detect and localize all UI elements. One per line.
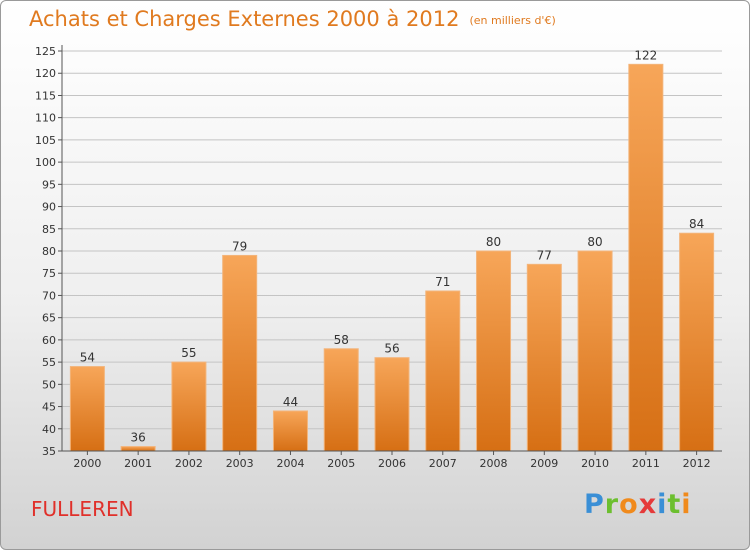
- x-tick-label: 2006: [378, 457, 406, 470]
- bar-2007: [425, 290, 461, 452]
- bar-2012: [679, 232, 715, 452]
- bar-2004: [272, 410, 308, 452]
- data-label: 36: [131, 431, 146, 445]
- bar-2003: [222, 254, 258, 452]
- bar-2000: [69, 366, 105, 452]
- brand-letter: i: [657, 489, 668, 520]
- y-tick-label: 120: [35, 67, 56, 80]
- data-label: 56: [384, 342, 399, 356]
- data-label: 84: [689, 217, 704, 231]
- x-tick-label: 2007: [429, 457, 457, 470]
- bar-2006: [374, 357, 410, 452]
- brand-letter: t: [667, 489, 682, 520]
- y-tick-label: 85: [42, 223, 56, 236]
- x-tick-label: 2012: [683, 457, 711, 470]
- bar-2008: [476, 250, 512, 452]
- y-tick-label: 90: [42, 201, 56, 214]
- proxiti-logo: Proxiti: [584, 489, 692, 520]
- brand-letter: x: [638, 489, 658, 520]
- bar-2009: [526, 263, 562, 452]
- x-tick-label: 2010: [581, 457, 609, 470]
- y-tick-label: 115: [35, 89, 56, 102]
- data-label: 80: [486, 235, 501, 249]
- y-tick-label: 45: [42, 401, 56, 414]
- y-tick-label: 70: [42, 289, 56, 302]
- data-label: 54: [80, 351, 95, 365]
- y-tick-label: 80: [42, 245, 56, 258]
- x-tick-label: 2004: [276, 457, 304, 470]
- data-label: 80: [587, 235, 602, 249]
- y-tick-label: 105: [35, 134, 56, 147]
- y-tick-label: 55: [42, 356, 56, 369]
- x-tick-label: 2005: [327, 457, 355, 470]
- y-tick-label: 125: [35, 45, 56, 58]
- y-tick-label: 95: [42, 178, 56, 191]
- chart-title: Achats et Charges Externes 2000 à 2012: [29, 7, 460, 31]
- brand-letter: P: [584, 489, 605, 520]
- x-tick-label: 2002: [175, 457, 203, 470]
- x-tick-label: 2003: [226, 457, 254, 470]
- data-label: 79: [232, 239, 247, 253]
- bar-2010: [577, 250, 613, 452]
- y-tick-label: 35: [42, 445, 56, 458]
- x-tick-label: 2009: [530, 457, 558, 470]
- x-tick-label: 2011: [632, 457, 660, 470]
- brand-letter: r: [604, 489, 620, 520]
- x-tick-label: 2000: [73, 457, 101, 470]
- x-tick-label: 2008: [480, 457, 508, 470]
- y-tick-label: 40: [42, 423, 56, 436]
- y-tick-label: 110: [35, 112, 56, 125]
- data-label: 122: [634, 48, 657, 62]
- data-label: 71: [435, 275, 450, 289]
- commune-name: FULLEREN: [31, 497, 134, 521]
- data-label: 58: [334, 333, 349, 347]
- x-tick-label: 2001: [124, 457, 152, 470]
- bar-2005: [323, 348, 359, 452]
- y-tick-label: 50: [42, 378, 56, 391]
- y-tick-label: 60: [42, 334, 56, 347]
- y-tick-label: 65: [42, 312, 56, 325]
- data-label: 55: [181, 346, 196, 360]
- data-label: 77: [537, 248, 552, 262]
- y-tick-label: 75: [42, 267, 56, 280]
- brand-letter: o: [619, 489, 639, 520]
- bar-2002: [171, 361, 207, 452]
- brand-letter: i: [681, 489, 692, 520]
- y-tick-label: 100: [35, 156, 56, 169]
- bar-2011: [628, 63, 664, 452]
- chart-subtitle: (en milliers d'€): [469, 13, 556, 27]
- chart-title-block: Achats et Charges Externes 2000 à 2012 (e…: [29, 7, 556, 31]
- bar-2001: [120, 446, 156, 452]
- data-label: 44: [283, 395, 298, 409]
